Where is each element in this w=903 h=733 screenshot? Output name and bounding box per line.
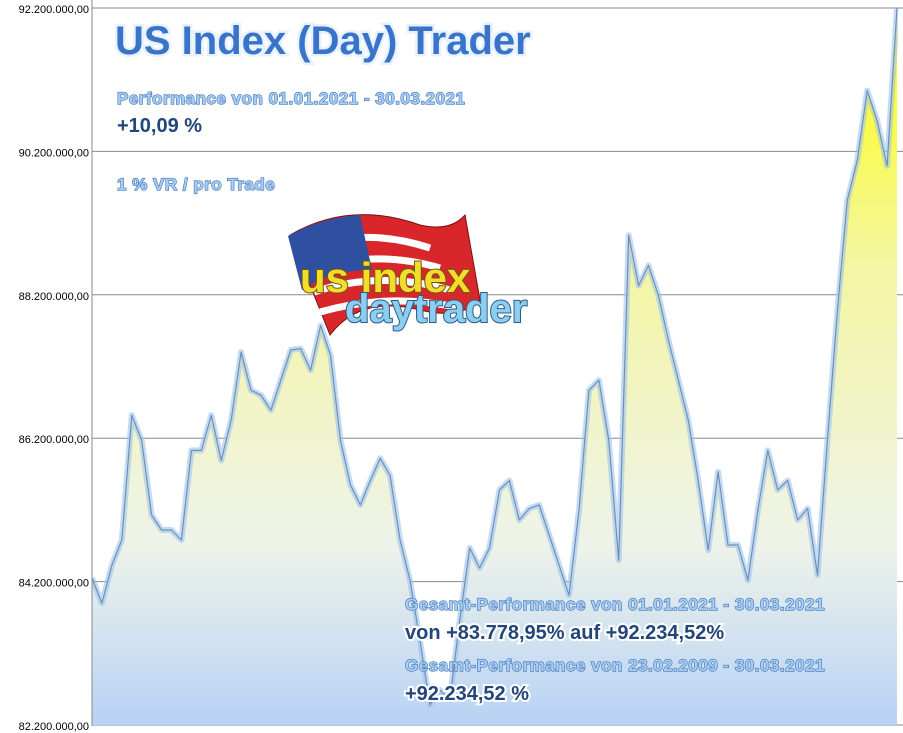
logo: us index daytrader [288, 213, 528, 337]
y-tick-label: 92.200.000,00 [19, 4, 89, 16]
chart-title: US Index (Day) Trader [115, 19, 531, 63]
y-tick-label: 86.200.000,00 [19, 434, 89, 446]
annotation: Performance von 01.01.2021 - 30.03.2021 [117, 89, 465, 108]
y-tick-label: 88.200.000,00 [19, 291, 89, 303]
annotation: von +83.778,95% auf +92.234,52% [405, 622, 724, 644]
flag-canton [288, 215, 372, 290]
plot-area [92, 7, 898, 725]
area-line [92, 7, 898, 706]
annotation: +92.234,52 % [405, 683, 529, 705]
annotation: 1 % VR / pro Trade [117, 175, 275, 194]
logo-text: daytrader [345, 287, 527, 331]
y-tick-label: 90.200.000,00 [19, 147, 89, 159]
logo-text: us index [300, 254, 471, 301]
annotation: Gesamt-Performance von 23.02.2009 - 30.0… [405, 656, 825, 675]
annotation: Gesamt-Performance von 01.01.2021 - 30.0… [405, 595, 825, 614]
annotation: +10,09 % [117, 115, 202, 137]
y-tick-label: 82.200.000,00 [19, 721, 89, 733]
y-tick-label: 84.200.000,00 [19, 578, 89, 590]
area-fill [92, 8, 897, 725]
